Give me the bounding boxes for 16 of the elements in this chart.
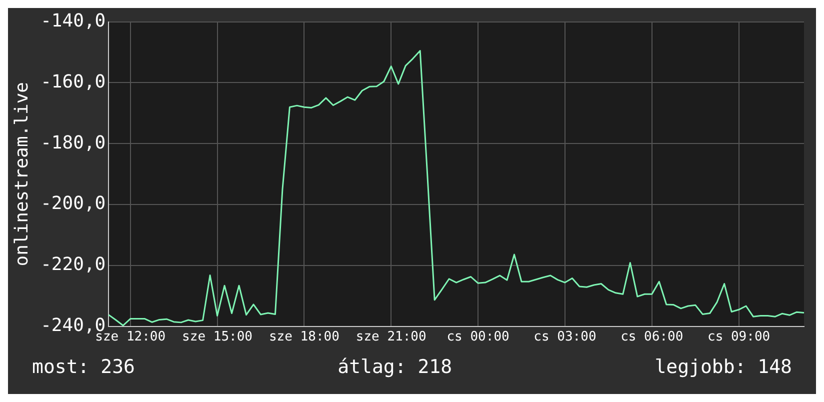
y-tick-label: -220,0 xyxy=(40,254,106,276)
y-axis-title: onlinestream.live xyxy=(11,82,32,266)
y-tick-label: -140,0 xyxy=(40,10,106,32)
x-tick-label: sze 18:00 xyxy=(268,330,340,345)
y-tick-label: -180,0 xyxy=(40,132,106,154)
y-tick-label: -200,0 xyxy=(40,193,106,214)
x-tick-label: sze 21:00 xyxy=(356,330,426,345)
text: most: 236 xyxy=(32,356,135,378)
x-tick-label: cs 06:00 xyxy=(620,330,684,345)
x-tick-label: cs 00:00 xyxy=(446,330,510,345)
text: legjobb: 148 xyxy=(654,356,792,378)
x-tick-label: cs 03:00 xyxy=(534,330,596,345)
y-tick-label: -160,0 xyxy=(40,71,106,92)
x-tick-label: cs 09:00 xyxy=(707,330,770,345)
x-tick-label: sze 15:00 xyxy=(182,330,252,345)
text: átlag: 218 xyxy=(338,356,452,378)
